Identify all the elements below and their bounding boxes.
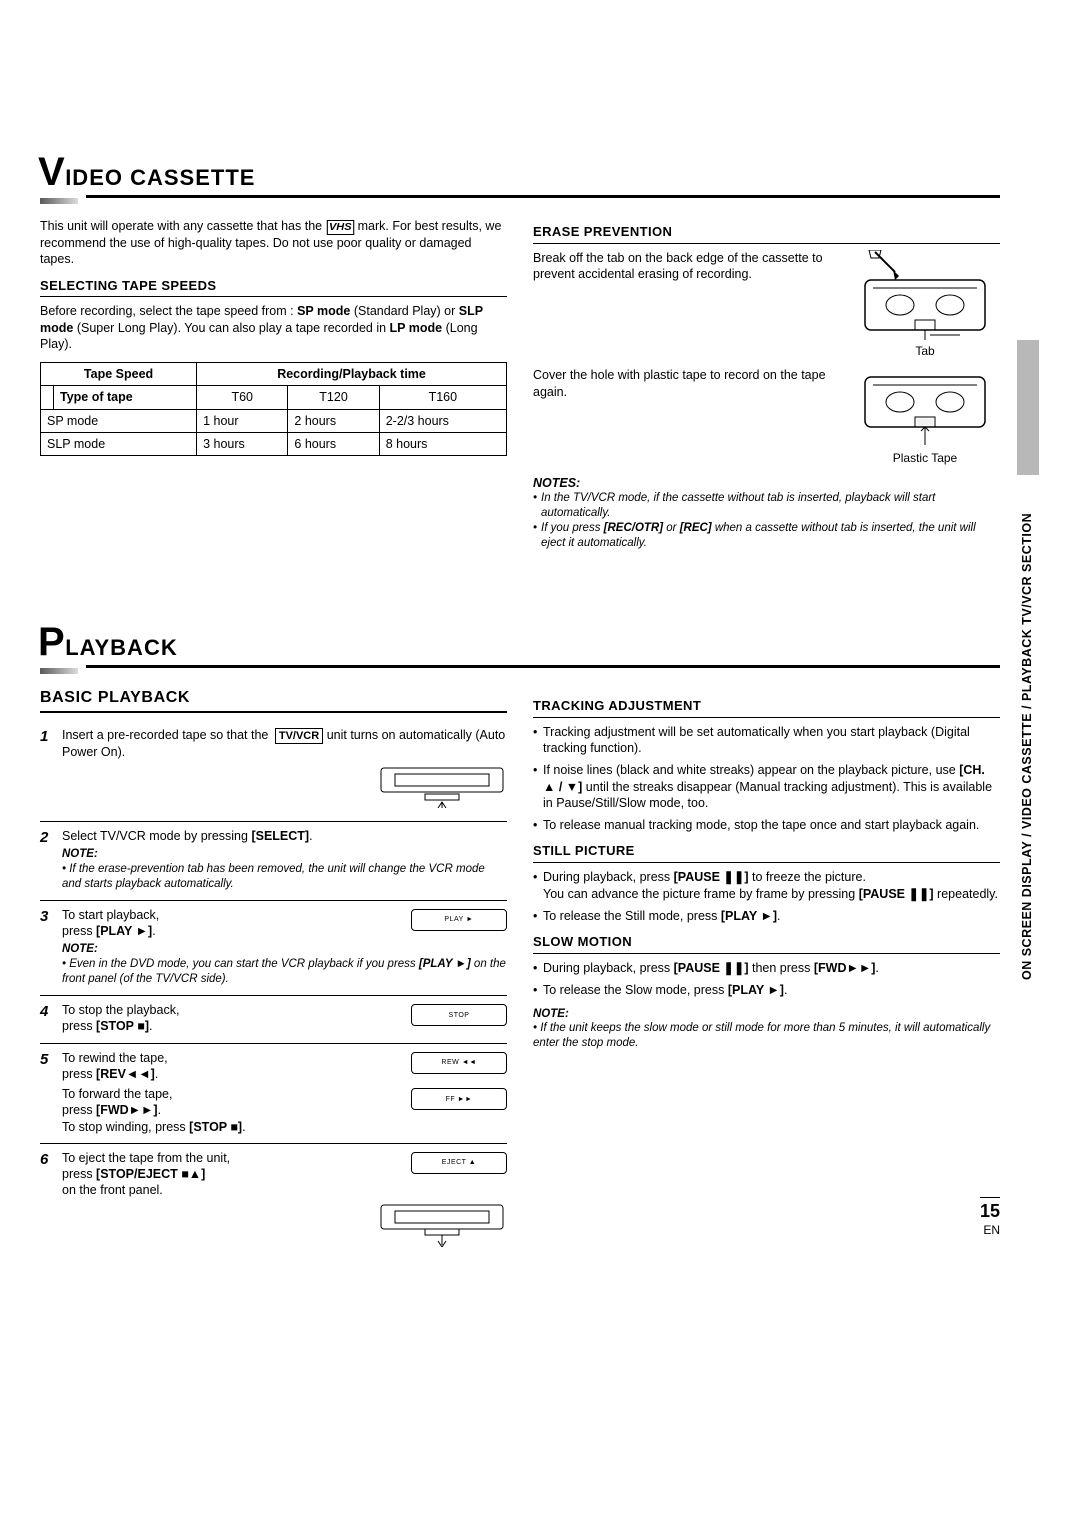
slow-2: To release the Slow mode, press [PLAY ►]… [533,982,1000,998]
remote-rew-button: REW ◄◄ [411,1052,507,1074]
tracking-bullets: Tracking adjustment will be set automati… [533,724,1000,834]
step-2: 2 Select TV/VCR mode by pressing [SELECT… [40,822,507,901]
slow-note: • If the unit keeps the slow mode or sti… [533,1021,1000,1051]
th-t120: T120 [288,386,379,409]
still-2: To release the Still mode, press [PLAY ►… [533,908,1000,924]
erase-notes: In the TV/VCR mode, if the cassette with… [533,491,1000,551]
subhead-slow: SLOW MOTION [533,934,1000,954]
step-6: 6 To eject the tape from the unit, press… [40,1144,507,1259]
cassette-tape-figure: Plastic Tape [850,367,1000,467]
remote-ff-button: FF ►► [411,1088,507,1110]
erase-text-1: Break off the tab on the back edge of th… [533,250,840,283]
slow-note-title: NOTE: [533,1007,1000,1022]
playback-right-column: TRACKING ADJUSTMENT Tracking adjustment … [533,688,1000,1259]
step-4: 4 To stop the playback, press [STOP ■]. … [40,996,507,1044]
erase-fig-2: Cover the hole with plastic tape to reco… [533,367,1000,467]
table-row: SLP mode 3 hours 6 hours 8 hours [41,432,507,455]
step-1: 1 Insert a pre-recorded tape so that the… [40,721,507,822]
playback-left-column: BASIC PLAYBACK 1 Insert a pre-recorded t… [40,688,507,1259]
vhs-mark-icon: VHS [326,220,353,235]
right-column: ERASE PREVENTION Break off the tab on th… [533,214,1000,551]
tracking-2: If noise lines (black and white streaks)… [533,762,1000,811]
heading-rest: IDEO CASSETTE [65,164,255,193]
step-5: 5 To rewind the tape, press [REV◄◄]. REW… [40,1044,507,1144]
th-tape-speed: Tape Speed [41,363,197,386]
subhead-selecting-tape-speeds: SELECTING TAPE SPEEDS [40,278,507,298]
erase-text-2: Cover the hole with plastic tape to reco… [533,367,840,400]
tvvcr-badge-icon: TV/VCR [275,728,323,744]
table-row: SP mode 1 hour 2 hours 2-2/3 hours [41,409,507,432]
heading-video-cassette: V IDEO CASSETTE [38,146,1000,198]
subhead-still: STILL PICTURE [533,843,1000,863]
slow-bullets: During playback, press [PAUSE ❚❚] then p… [533,960,1000,999]
remote-play-button: PLAY ► [411,909,507,931]
playback-steps: 1 Insert a pre-recorded tape so that the… [40,721,507,1259]
unit-insert-figure [62,764,507,812]
th-t160: T160 [379,386,506,409]
heading-underline-2 [40,668,1000,674]
still-bullets: During playback, press [PAUSE ❚❚] to fre… [533,869,1000,924]
remote-eject-button: EJECT ▲ [411,1152,507,1174]
tab-label: Tab [915,344,934,358]
erase-note-1: In the TV/VCR mode, if the cassette with… [533,491,1000,521]
th-type-of-tape: Type of tape [54,386,197,409]
heading-dropcap: V [38,146,65,198]
step-3: 3 To start playback, press [PLAY ►]. PLA… [40,901,507,996]
heading-underline [40,198,1000,204]
tracking-1: Tracking adjustment will be set automati… [533,724,1000,757]
section-basic-playback: BASIC PLAYBACK [40,688,507,713]
subhead-tracking: TRACKING ADJUSTMENT [533,698,1000,718]
erase-fig-1: Break off the tab on the back edge of th… [533,250,1000,360]
slow-1: During playback, press [PAUSE ❚❚] then p… [533,960,1000,976]
still-1: During playback, press [PAUSE ❚❚] to fre… [533,869,1000,902]
side-tab-text: ON SCREEN DISPLAY / VIDEO CASSETTE / PLA… [1019,340,1035,980]
th-rec-time: Recording/Playback time [197,363,507,386]
intro-a: This unit will operate with any cassette… [40,219,326,233]
intro-paragraph: This unit will operate with any cassette… [40,218,507,268]
unit-eject-figure [62,1203,507,1251]
left-column: This unit will operate with any cassette… [40,214,507,551]
remote-stop-button: STOP [411,1004,507,1026]
side-tab: ON SCREEN DISPLAY / VIDEO CASSETTE / PLA… [1016,340,1040,980]
subhead-erase-prevention: ERASE PREVENTION [533,224,1000,244]
page-number: 15 EN [980,1197,1000,1239]
tracking-3: To release manual tracking mode, stop th… [533,817,1000,833]
erase-notes-title: NOTES: [533,475,1000,491]
erase-note-2: If you press [REC/OTR] or [REC] when a c… [533,521,1000,551]
th-t60: T60 [197,386,288,409]
tape-speed-table: Tape Speed Recording/Playback time Type … [40,362,507,456]
heading-playback: P LAYBACK [38,616,1000,668]
plastic-tape-label: Plastic Tape [893,451,957,465]
tape-speed-paragraph: Before recording, select the tape speed … [40,303,507,352]
cassette-tab-figure: Tab [850,250,1000,360]
